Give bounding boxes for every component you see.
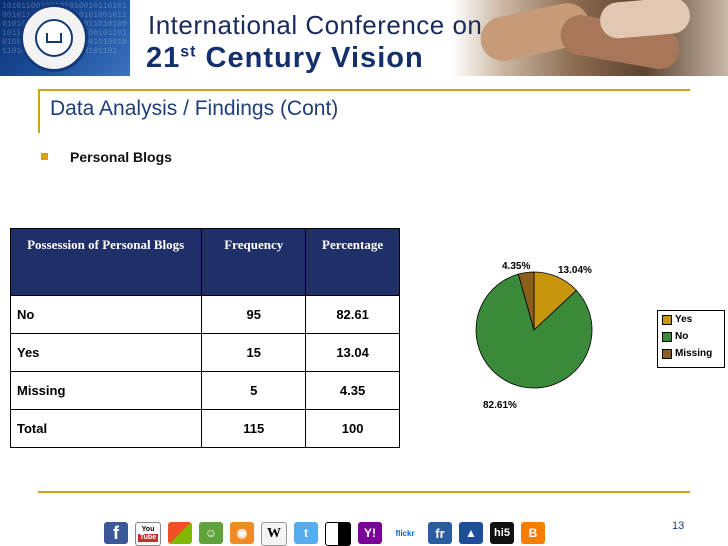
social-icons-bar: f You Tube ☺ ◉ W t Y! flickr fr ▲ hi5 B — [104, 522, 545, 546]
chart-legend: Yes No Missing — [657, 310, 725, 368]
banner-number: 21 — [146, 42, 181, 74]
delicious-icon[interactable] — [325, 522, 351, 546]
legend-swatch — [662, 331, 672, 342]
row-percentage: 100 — [305, 409, 400, 448]
pie-slice-missing — [517, 271, 535, 331]
banner-title-line2: 21st Century Vision — [146, 42, 424, 75]
row-percentage: 13.04 — [305, 333, 400, 372]
friendfeed-icon[interactable]: fr — [428, 522, 452, 544]
bullet-text: Personal Blogs — [70, 149, 172, 165]
table-row: Yes 15 13.04 — [9, 333, 400, 372]
facebook-icon[interactable]: f — [104, 522, 128, 544]
row-percentage: 4.35 — [305, 371, 400, 410]
conference-banner: 1010110010110101001011010100101101010010… — [0, 0, 728, 76]
header-frequency: Frequency — [201, 228, 307, 296]
legend-label: No — [675, 331, 689, 342]
pie-chart — [475, 271, 593, 389]
row-label: No — [9, 295, 203, 334]
table-row: No 95 82.61 — [9, 295, 400, 334]
row-frequency: 115 — [201, 409, 307, 448]
bullet-marker — [41, 153, 48, 160]
yahoo-icon[interactable]: Y! — [358, 522, 382, 544]
legend-item-missing: Missing — [658, 345, 724, 362]
row-frequency: 95 — [201, 295, 307, 334]
legend-label: Yes — [675, 314, 693, 325]
table-row: Missing 5 4.35 — [9, 371, 400, 410]
legend-swatch — [662, 348, 672, 359]
slide-title: Data Analysis / Findings (Cont) — [50, 97, 339, 120]
title-accent-bar — [38, 89, 40, 133]
page-number: 13 — [672, 520, 685, 532]
header-percentage: Percentage — [305, 228, 400, 296]
row-label: Missing — [9, 371, 203, 410]
row-percentage: 82.61 — [305, 295, 400, 334]
title-divider — [38, 89, 690, 91]
banner-title-rest: Century Vision — [196, 42, 424, 74]
table-header-row: Possession of Personal Blogs Frequency P… — [9, 228, 400, 296]
pie-slice-no — [475, 273, 593, 389]
slice-label-missing: 4.35% — [502, 261, 531, 272]
row-label: Yes — [9, 333, 203, 372]
legend-swatch — [662, 314, 672, 325]
blogger-icon[interactable]: B — [521, 522, 545, 544]
youtube-text: Tube — [137, 534, 159, 542]
header-possession: Possession of Personal Blogs — [9, 228, 203, 296]
banner-title-line1: International Conference on — [148, 10, 483, 40]
myspace-icon[interactable]: ▲ — [459, 522, 483, 544]
legend-label: Missing — [675, 348, 713, 359]
slice-label-yes: 13.04% — [558, 265, 592, 276]
youtube-text: You — [141, 526, 155, 533]
hi5-icon[interactable]: hi5 — [490, 522, 514, 544]
footer-divider — [38, 491, 690, 493]
twitter-icon[interactable]: t — [294, 522, 318, 544]
youtube-icon[interactable]: You Tube — [135, 522, 161, 546]
row-frequency: 15 — [201, 333, 307, 372]
row-label: Total — [9, 409, 203, 448]
banner-ordinal: st — [180, 43, 197, 61]
rss-icon[interactable]: ◉ — [230, 522, 254, 544]
flickr-icon[interactable]: flickr — [389, 522, 421, 544]
pie-chart-area — [440, 250, 640, 430]
delicious-user-icon[interactable]: ☺ — [199, 522, 223, 544]
wikipedia-icon[interactable]: W — [261, 522, 287, 546]
legend-item-yes: Yes — [658, 311, 724, 328]
table-row: Total 115 100 — [9, 409, 400, 448]
windows-live-icon[interactable] — [168, 522, 192, 544]
blogs-table: Possession of Personal Blogs Frequency P… — [9, 228, 400, 448]
library-association-seal-icon — [20, 4, 88, 72]
banner-left-panel: 1010110010110101001011010100101101010010… — [0, 0, 130, 76]
row-frequency: 5 — [201, 371, 307, 410]
legend-item-no: No — [658, 328, 724, 345]
slice-label-no: 82.61% — [483, 400, 517, 411]
